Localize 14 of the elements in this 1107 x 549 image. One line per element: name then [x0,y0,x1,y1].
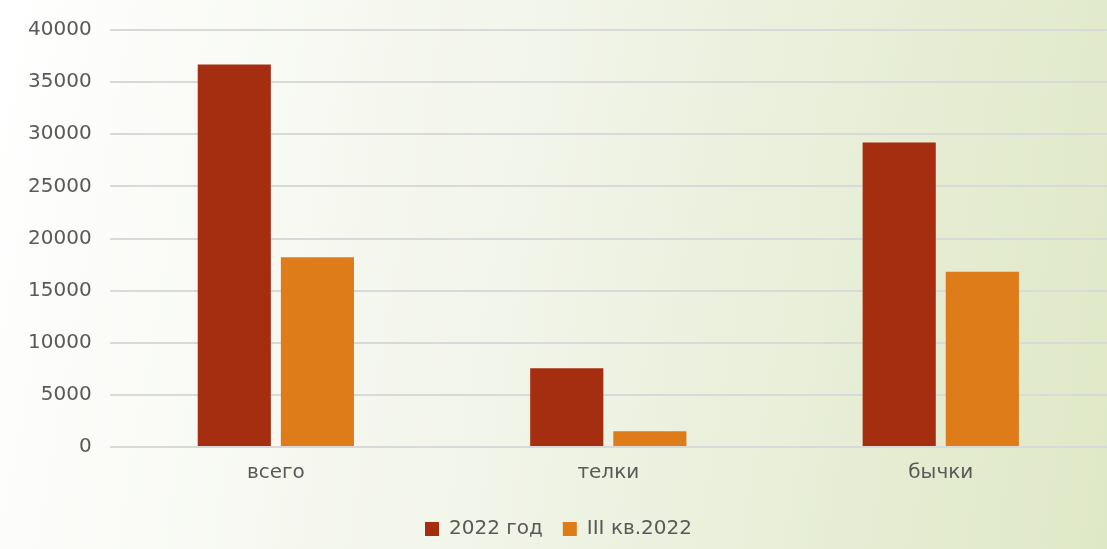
y-tick-label: 35000 [28,68,92,93]
y-tick-label: 20000 [28,224,92,249]
y-tick-label: 40000 [28,16,92,41]
legend-label: 2022 год [449,515,543,540]
y-tick-label: 5000 [40,381,92,406]
y-tick-label: 30000 [28,120,92,145]
x-tick-label: всего [246,459,305,484]
y-tick-label: 0 [78,433,92,458]
y-tick-label: 15000 [28,276,92,301]
x-tick-label: бычки [908,459,974,484]
y-tick-label: 25000 [28,172,92,197]
legend-label: III кв.2022 [586,515,693,540]
x-tick-label: телки [577,459,640,484]
y-tick-label: 10000 [28,328,92,353]
